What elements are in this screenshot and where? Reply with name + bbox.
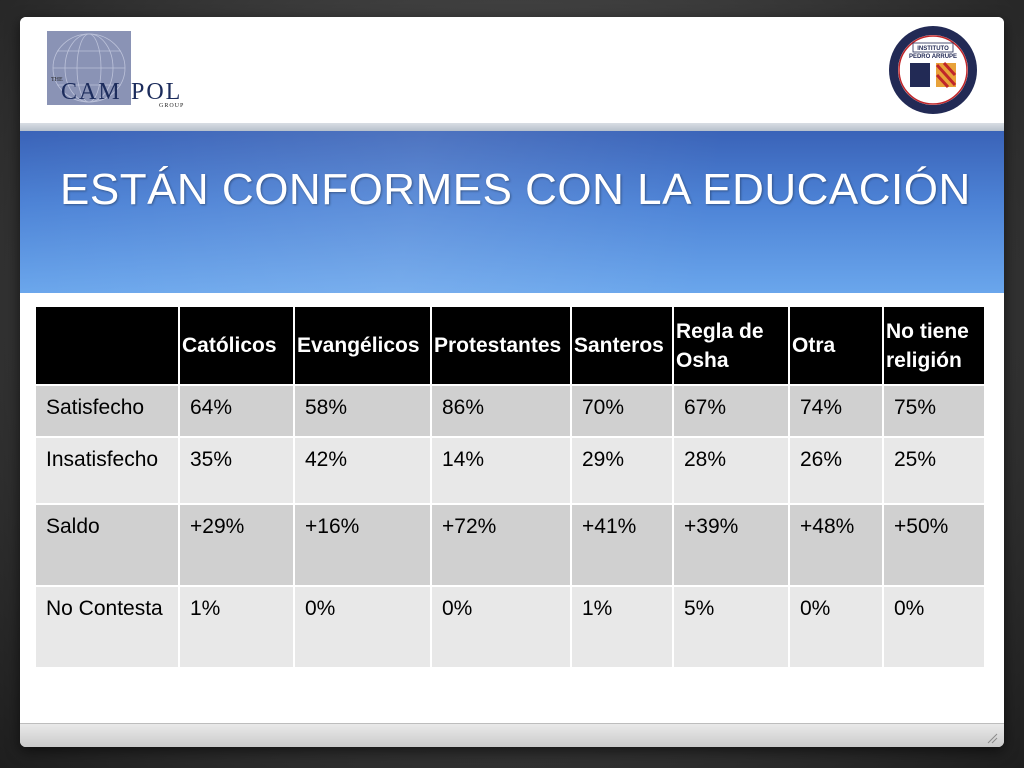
table-header-row: Católicos Evangélicos Protestantes Sante…: [36, 307, 984, 384]
column-header: No tiene religión: [884, 307, 984, 384]
resize-grip-icon[interactable]: [986, 732, 998, 744]
table-cell: 28%: [674, 438, 788, 503]
table-cell: 5%: [674, 587, 788, 667]
campol-group-logo: THE CAM POL GROUP: [47, 31, 184, 109]
table-cell: 29%: [572, 438, 672, 503]
results-table-container: Católicos Evangélicos Protestantes Sante…: [34, 305, 984, 669]
table-row: Saldo +29% +16% +72% +41% +39% +48% +50%: [36, 505, 984, 585]
table-cell: 67%: [674, 386, 788, 436]
title-banner: ESTÁN CONFORMES CON LA EDUCACIÓN: [20, 131, 1004, 293]
table-cell: +48%: [790, 505, 882, 585]
row-label: No Contesta: [36, 587, 178, 667]
table-cell: 0%: [790, 587, 882, 667]
header-divider: [20, 123, 1004, 131]
table-cell: 25%: [884, 438, 984, 503]
svg-text:PEDRO ARRUPE: PEDRO ARRUPE: [909, 54, 957, 60]
instituto-pedro-arrupe-seal: INSTITUTO PEDRO ARRUPE: [889, 26, 977, 114]
table-cell: +41%: [572, 505, 672, 585]
svg-text:CAM: CAM: [61, 79, 122, 105]
column-header: Santeros: [572, 307, 672, 384]
column-header: Otra: [790, 307, 882, 384]
slide-title: ESTÁN CONFORMES CON LA EDUCACIÓN: [60, 165, 971, 214]
table-cell: 26%: [790, 438, 882, 503]
table-row: Satisfecho 64% 58% 86% 70% 67% 74% 75%: [36, 386, 984, 436]
row-label: Satisfecho: [36, 386, 178, 436]
table-cell: 0%: [884, 587, 984, 667]
table-cell: +72%: [432, 505, 570, 585]
table-row: No Contesta 1% 0% 0% 1% 5% 0% 0%: [36, 587, 984, 667]
row-label: Insatisfecho: [36, 438, 178, 503]
column-header: Católicos: [180, 307, 293, 384]
table-cell: 14%: [432, 438, 570, 503]
slide-footer-bar: [20, 723, 1004, 747]
table-cell: 58%: [295, 386, 430, 436]
column-header: Evangélicos: [295, 307, 430, 384]
table-cell: +50%: [884, 505, 984, 585]
table-cell: +16%: [295, 505, 430, 585]
svg-text:THE: THE: [51, 77, 63, 83]
table-cell: 0%: [432, 587, 570, 667]
table-cell: +29%: [180, 505, 293, 585]
column-header: Protestantes: [432, 307, 570, 384]
table-cell: 0%: [295, 587, 430, 667]
table-cell: 1%: [180, 587, 293, 667]
svg-text:GROUP: GROUP: [159, 103, 184, 109]
table-cell: 35%: [180, 438, 293, 503]
table-cell: +39%: [674, 505, 788, 585]
column-header: Regla de Osha: [674, 307, 788, 384]
svg-text:INSTITUTO: INSTITUTO: [917, 46, 949, 52]
column-header: [36, 307, 178, 384]
svg-text:POL: POL: [131, 79, 182, 105]
table-cell: 42%: [295, 438, 430, 503]
table-cell: 70%: [572, 386, 672, 436]
slide: THE CAM POL GROUP INSTITUTO PEDRO ARRUPE…: [20, 17, 1004, 747]
table-cell: 64%: [180, 386, 293, 436]
results-table: Católicos Evangélicos Protestantes Sante…: [34, 305, 986, 669]
table-cell: 86%: [432, 386, 570, 436]
row-label: Saldo: [36, 505, 178, 585]
logo-header: THE CAM POL GROUP INSTITUTO PEDRO ARRUPE: [20, 17, 1004, 124]
table-cell: 75%: [884, 386, 984, 436]
table-cell: 1%: [572, 587, 672, 667]
table-row: Insatisfecho 35% 42% 14% 29% 28% 26% 25%: [36, 438, 984, 503]
table-cell: 74%: [790, 386, 882, 436]
